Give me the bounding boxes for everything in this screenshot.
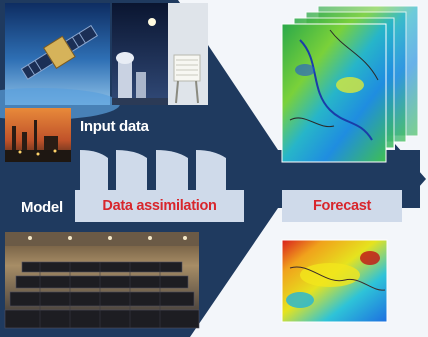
forecast-map-global [281,239,388,323]
assimilation-label: Data assimilation [102,198,217,214]
satellite-photo [0,3,120,120]
model-label: Model [21,199,63,216]
industrial-plant-photo [5,108,71,162]
supercomputer-room-photo [4,232,200,329]
night-observatory-photo [112,3,168,105]
forecast-label: Forecast [312,198,372,214]
forecast-map-stack [281,5,419,163]
assimilation-box [75,190,244,222]
forecast-box [282,190,402,222]
assimilation-teeth [80,150,226,190]
input-data-label: Input data [80,118,149,135]
weather-shelter-photo [168,3,208,105]
